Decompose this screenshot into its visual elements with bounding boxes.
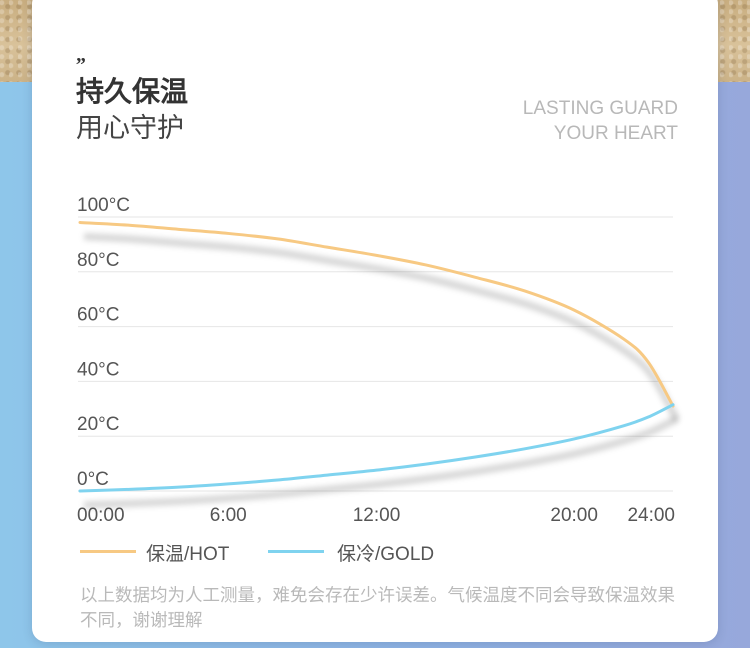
legend-hot-swatch (80, 550, 136, 553)
legend-cold-swatch (268, 550, 324, 553)
legend-cold-label: 保冷/GOLD (337, 544, 435, 565)
x-tick-label: 6:00 (210, 505, 247, 526)
slogan-line-2: YOUR HEART (553, 123, 678, 144)
x-tick-label: 24:00 (627, 505, 675, 526)
y-tick-label: 20°C (77, 414, 119, 435)
slogan-line-1: LASTING GUARD (522, 98, 678, 119)
x-tick-label: 12:00 (353, 505, 401, 526)
hot-series-line (78, 220, 675, 408)
x-tick-label: 00:00 (77, 505, 125, 526)
cold-series-line-shadow (83, 415, 679, 509)
hot-series-line-shadow (83, 232, 681, 422)
quote-mark: „ (76, 44, 87, 66)
cold-series-line (78, 403, 675, 493)
x-tick-label: 20:00 (550, 505, 598, 526)
disclaimer-note: 以上数据均为人工测量，难免会存在少许误差。气候温度不同会导致保温效果不同，谢谢理… (80, 586, 675, 631)
product-card (32, 0, 718, 642)
slogan: LASTING GUARD YOUR HEART (523, 96, 678, 146)
y-tick-label: 100°C (77, 195, 130, 216)
legend-hot-label: 保温/HOT (146, 544, 230, 565)
y-tick-label: 80°C (77, 250, 119, 271)
page-title: 持久保温 (76, 75, 189, 108)
page-subtitle: 用心守护 (76, 113, 184, 144)
y-tick-label: 0°C (77, 469, 109, 490)
y-tick-label: 60°C (77, 305, 119, 326)
y-tick-label: 40°C (77, 359, 119, 380)
